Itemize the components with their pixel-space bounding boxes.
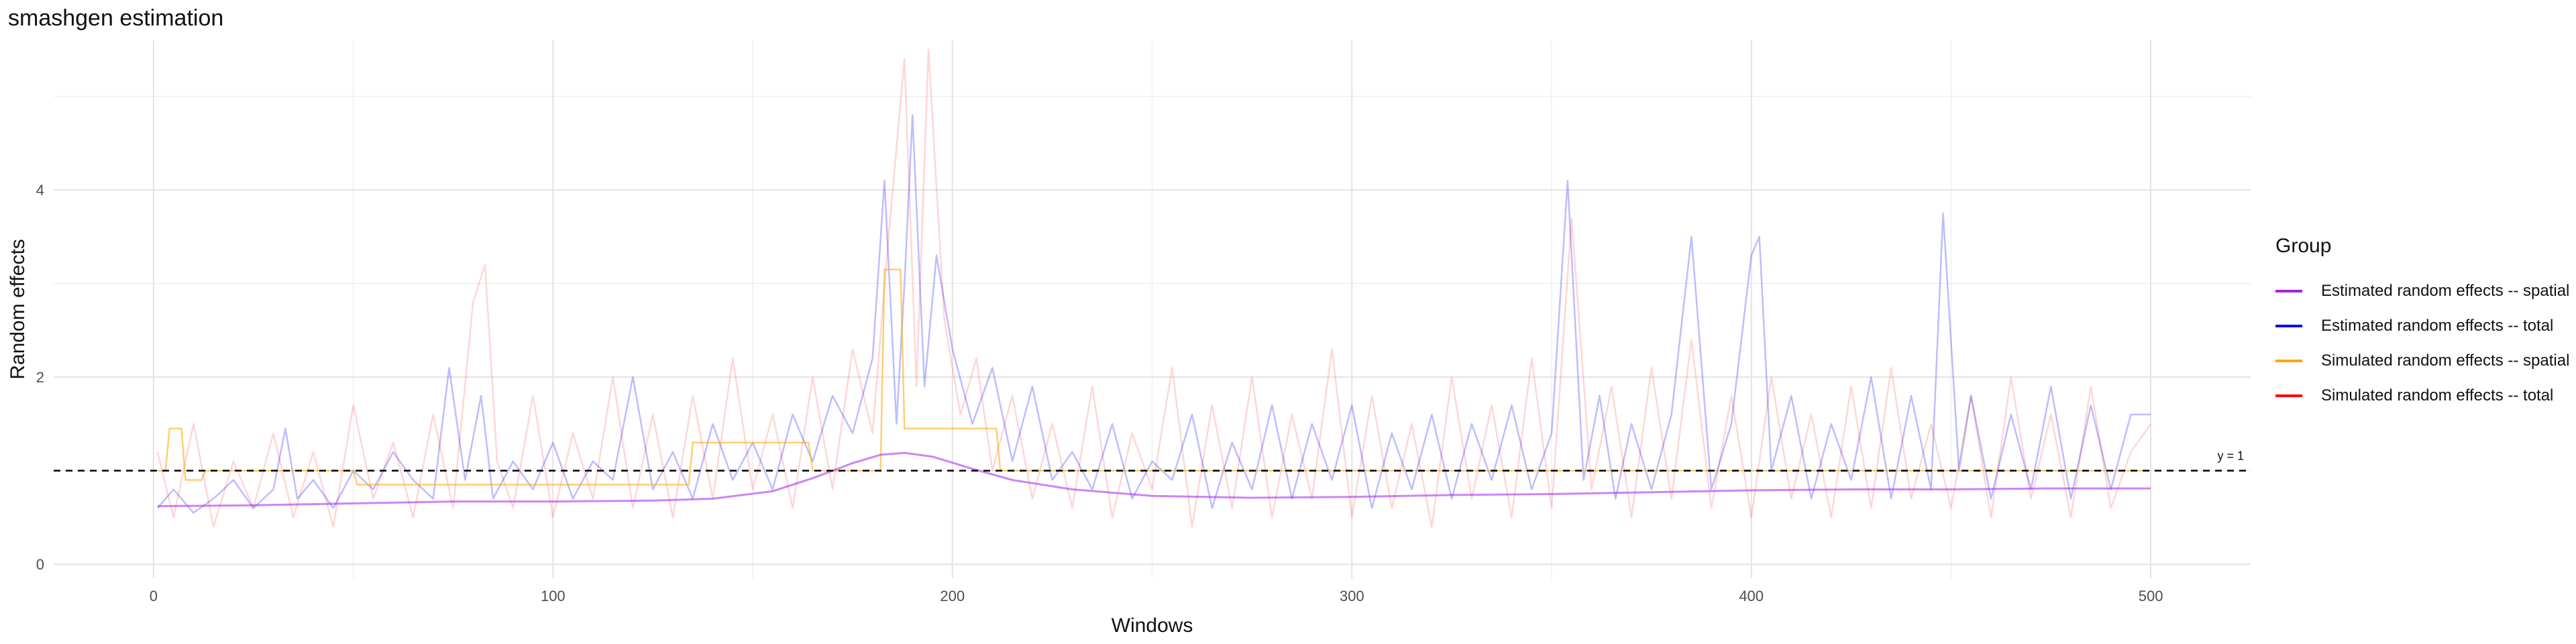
chart-title: smashgen estimation bbox=[8, 5, 224, 31]
legend-item-4: Simulated random effects -- total bbox=[2275, 382, 2569, 409]
reference-line-layer: y = 1 bbox=[54, 449, 2251, 472]
y-tick-label: 4 bbox=[36, 182, 44, 199]
x-tick-label: 0 bbox=[150, 588, 158, 604]
legend-item-3: Simulated random effects -- spatial bbox=[2275, 347, 2569, 374]
legend-key bbox=[2275, 360, 2302, 362]
minor-gridlines bbox=[54, 40, 2251, 578]
legend-label: Estimated random effects -- total bbox=[2321, 317, 2554, 335]
legend: Group Estimated random effects -- spatia… bbox=[2275, 235, 2569, 417]
x-tick-label: 100 bbox=[541, 588, 566, 604]
legend-key bbox=[2275, 325, 2302, 327]
x-tick-label: 300 bbox=[1340, 588, 1364, 604]
legend-label: Estimated random effects -- spatial bbox=[2321, 282, 2570, 300]
x-tick-label: 500 bbox=[2139, 588, 2163, 604]
major-gridlines bbox=[54, 40, 2251, 578]
legend-key bbox=[2275, 290, 2302, 292]
legend-item-2: Estimated random effects -- total bbox=[2275, 313, 2569, 339]
legend-items: Estimated random effects -- spatial Estim… bbox=[2275, 278, 2569, 409]
series-layer bbox=[156, 48, 2152, 528]
series-line-3 bbox=[157, 268, 2151, 486]
x-tick-label: 400 bbox=[1739, 588, 1764, 604]
y-axis-label: Random effects bbox=[7, 239, 29, 380]
y-tick-label: 0 bbox=[36, 556, 44, 573]
x-axis-label: Windows bbox=[1112, 614, 1193, 637]
series-line-2 bbox=[156, 114, 2151, 514]
legend-title: Group bbox=[2275, 235, 2332, 257]
legend-label: Simulated random effects -- total bbox=[2321, 386, 2554, 405]
legend-item-1: Estimated random effects -- spatial bbox=[2275, 278, 2569, 305]
series-line-1 bbox=[157, 451, 2151, 508]
x-tick-label: 200 bbox=[940, 588, 965, 604]
series-line-4 bbox=[156, 48, 2152, 528]
legend-key bbox=[2275, 394, 2302, 397]
tick-labels: 0 100 200 300 400 500 0 2 4 bbox=[36, 182, 2163, 604]
y-tick-label: 2 bbox=[36, 369, 44, 386]
reference-line-label: y = 1 bbox=[2217, 449, 2244, 463]
legend-label: Simulated random effects -- spatial bbox=[2321, 352, 2570, 370]
